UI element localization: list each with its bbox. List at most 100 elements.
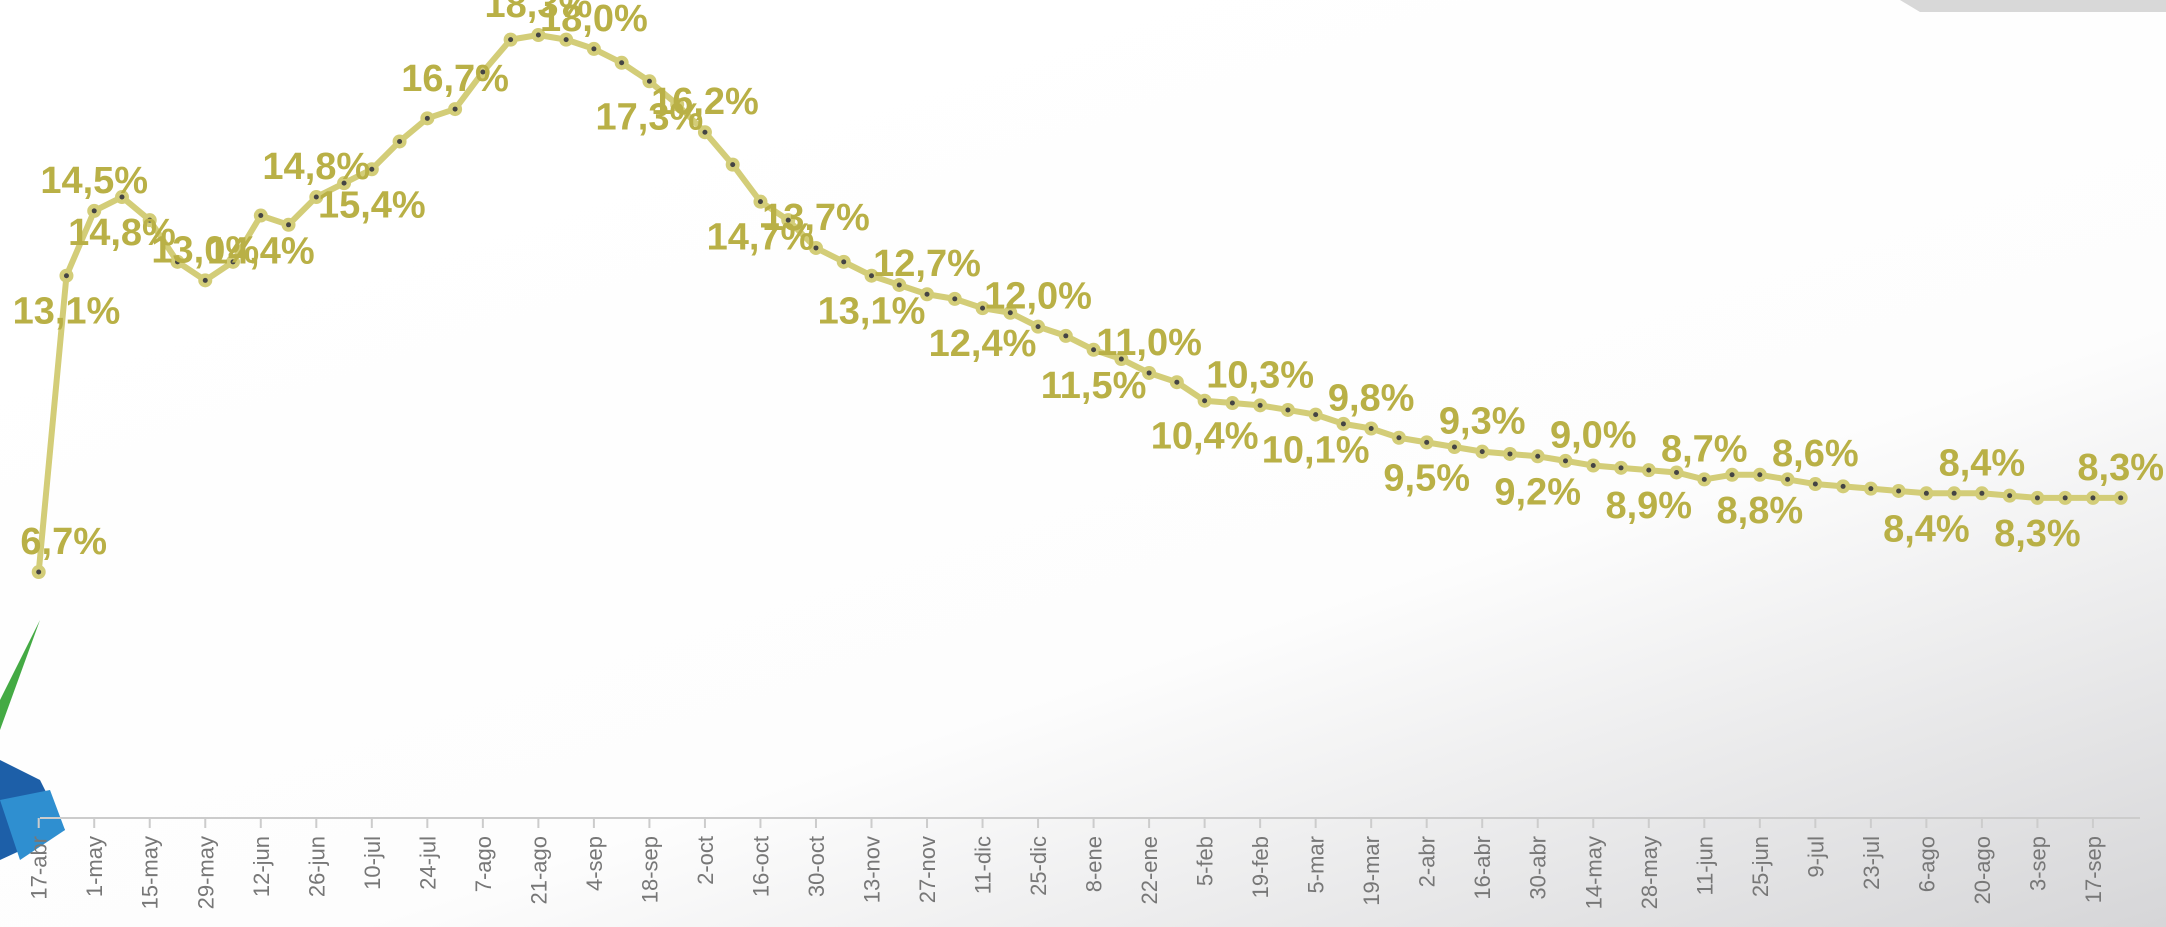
value-label: 10,1% [1262, 430, 1370, 472]
x-tick-label: 9-jul [1803, 836, 1828, 878]
x-tick-label: 10-jul [360, 836, 385, 890]
value-label: 8,4% [1883, 508, 1970, 550]
marker-dot [341, 180, 347, 186]
value-label: 14,4% [207, 231, 315, 273]
marker-dot [1313, 412, 1319, 418]
marker-dot [2007, 493, 2013, 499]
marker-dot [397, 138, 403, 144]
value-label: 9,3% [1439, 401, 1526, 443]
marker-dot [1868, 486, 1874, 492]
marker-dot [1535, 453, 1541, 459]
marker-dot [2034, 495, 2040, 501]
marker-dot [36, 569, 42, 575]
marker-dot [1674, 469, 1680, 475]
marker-dot [91, 208, 97, 214]
marker-dot [1507, 451, 1513, 457]
marker-dot [757, 199, 763, 205]
marker-dot [1618, 465, 1624, 471]
x-tick-label: 8-ene [1082, 836, 1107, 892]
x-tick-label: 19-feb [1248, 836, 1273, 898]
x-tick-label: 27-nov [915, 836, 940, 903]
value-label: 16,7% [401, 58, 509, 100]
x-tick-label: 22-ene [1137, 836, 1162, 905]
x-tick-label: 7-ago [471, 836, 496, 892]
decor [0, 790, 65, 860]
value-label: 16,2% [651, 81, 759, 123]
marker-dot [1007, 310, 1013, 316]
marker-dot [1396, 435, 1402, 441]
value-label: 10,4% [1151, 416, 1259, 458]
value-label: 9,8% [1328, 377, 1415, 419]
x-tick-label: 16-oct [748, 836, 773, 897]
marker-dot [785, 217, 791, 223]
x-tick-label: 15-may [138, 836, 163, 909]
marker-dot [841, 259, 847, 265]
x-tick-label: 30-oct [804, 836, 829, 897]
marker-dot [730, 162, 736, 168]
marker-dot [591, 46, 597, 52]
value-label: 14,5% [40, 160, 148, 202]
value-label: 13,7% [762, 197, 870, 239]
value-label: 9,5% [1383, 457, 1470, 499]
value-label: 13,1% [13, 291, 121, 333]
marker-dot [1590, 463, 1596, 469]
marker-dot [1424, 439, 1430, 445]
marker-dot [619, 60, 625, 66]
value-label: 12,0% [984, 276, 1092, 318]
x-tick-label: 26-jun [304, 836, 329, 897]
marker-dot [119, 194, 125, 200]
marker-dot [896, 282, 902, 288]
marker-dot [480, 69, 486, 75]
marker-dot [202, 277, 208, 283]
x-tick-label: 28-may [1637, 836, 1662, 909]
value-label: 8,6% [1772, 433, 1859, 475]
value-label: 8,3% [1994, 513, 2081, 555]
decor [0, 620, 40, 730]
marker-dot [1229, 400, 1235, 406]
value-label: 14,8% [262, 146, 370, 188]
x-tick-label: 29-may [193, 836, 218, 909]
decor [1900, 0, 2166, 12]
x-tick-label: 11-dic [971, 836, 996, 894]
marker-dot [1257, 402, 1263, 408]
marker-dot [63, 273, 69, 279]
value-label: 9,2% [1494, 471, 1581, 513]
value-label: 17,3% [596, 96, 704, 138]
x-tick-label: 17-sep [2081, 836, 2106, 903]
x-tick-label: 18-sep [637, 836, 662, 903]
marker-dot [230, 259, 236, 265]
x-tick-label: 4-sep [582, 836, 607, 891]
value-label: 12,4% [929, 323, 1037, 365]
x-tick-label: 21-ago [526, 836, 551, 905]
value-label: 6,7% [20, 521, 107, 563]
value-label: 12,7% [873, 243, 981, 285]
marker-dot [1923, 490, 1929, 496]
marker-dot [646, 78, 652, 84]
marker-dot [1479, 449, 1485, 455]
x-tick-label: 16-abr [1470, 836, 1495, 900]
marker-dot [1118, 356, 1124, 362]
marker-dot [1812, 481, 1818, 487]
marker-dot [1368, 425, 1374, 431]
marker-dot [1285, 407, 1291, 413]
marker-dot [1840, 483, 1846, 489]
marker-dot [1896, 488, 1902, 494]
x-tick-label: 11-jun [1692, 836, 1717, 896]
marker-dot [1785, 476, 1791, 482]
marker-dot [1646, 467, 1652, 473]
marker-dot [1563, 458, 1568, 464]
marker-dot [924, 291, 930, 297]
marker-dot [175, 259, 180, 265]
marker-dot [869, 273, 874, 279]
value-label: 15,4% [318, 184, 426, 226]
x-tick-label: 14-may [1581, 836, 1606, 909]
x-tick-label: 24-jul [415, 836, 440, 890]
marker-dot [1757, 472, 1763, 478]
marker-dot [508, 37, 514, 43]
x-tick-label: 25-dic [1026, 836, 1051, 896]
x-tick-label: 5-feb [1193, 836, 1218, 886]
x-tick-label: 12-jun [249, 836, 274, 897]
x-tick-label: 30-abr [1526, 836, 1551, 900]
